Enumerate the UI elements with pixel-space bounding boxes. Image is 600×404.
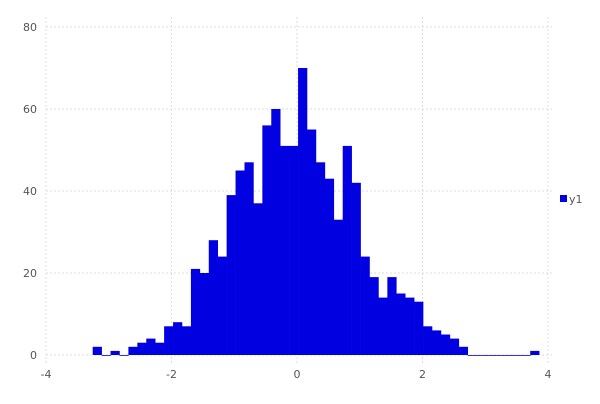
histogram-bar [485, 355, 495, 356]
histogram-bar [110, 350, 120, 355]
bars [92, 68, 540, 356]
histogram-bar [235, 170, 245, 355]
histogram-bar [369, 277, 379, 355]
histogram-bar [414, 301, 424, 355]
histogram-bar [262, 125, 272, 356]
legend-label: y1 [569, 193, 583, 206]
histogram-bar [289, 145, 299, 355]
histogram-bar [342, 145, 352, 355]
legend-swatch [560, 195, 567, 202]
histogram-bar [476, 355, 486, 356]
histogram-bar [128, 346, 138, 355]
histogram-bar [315, 162, 326, 355]
histogram-bar [253, 203, 263, 355]
histogram-bar [423, 326, 433, 355]
histogram-bar [512, 355, 522, 356]
histogram-bar [226, 195, 236, 355]
histogram-bar [199, 273, 210, 355]
histogram-bar [181, 326, 192, 355]
legend[interactable]: y1 [560, 193, 583, 206]
y-tick-label: 60 [23, 103, 37, 116]
x-tick-label: -4 [41, 368, 52, 381]
histogram-bar [360, 256, 370, 355]
histogram-bar [378, 297, 388, 355]
x-tick-label: 2 [419, 368, 426, 381]
histogram-bar [173, 322, 183, 355]
histogram-bar [306, 129, 317, 355]
x-tick-label: 0 [294, 368, 301, 381]
y-axis-ticks: 0 20 40 60 80 [23, 21, 37, 362]
histogram-bar [440, 334, 451, 355]
histogram-bar [146, 338, 156, 355]
histogram-bar [155, 342, 165, 355]
y-tick-label: 40 [23, 185, 37, 198]
histogram-bar [458, 346, 469, 355]
histogram-bar [405, 297, 415, 355]
histogram-bar [467, 355, 477, 356]
histogram-bar [271, 109, 281, 355]
histogram-bar [432, 330, 442, 355]
histogram-bar [530, 350, 540, 355]
histogram-bar [244, 162, 254, 355]
histogram-bar [521, 355, 531, 356]
histogram-bar [333, 219, 344, 355]
histogram-bar [190, 268, 201, 355]
histogram-bar [208, 240, 218, 355]
histogram-bar [351, 182, 361, 355]
histogram-bar [119, 355, 129, 356]
histogram-bar [298, 68, 308, 355]
histogram-bar [396, 293, 406, 355]
histogram-bar [324, 178, 335, 355]
x-tick-label: -2 [166, 368, 177, 381]
histogram-bar [494, 355, 504, 356]
histogram-bar [101, 355, 111, 356]
y-tick-label: 20 [23, 267, 37, 280]
histogram-bar [217, 256, 227, 355]
histogram-bar [137, 342, 147, 355]
x-tick-label: 4 [545, 368, 552, 381]
histogram-bar [280, 145, 290, 355]
x-axis-ticks: -4 -2 0 2 4 [41, 368, 552, 381]
y-tick-label: 80 [23, 21, 37, 34]
histogram-bar [164, 326, 174, 355]
histogram-bar [92, 346, 102, 355]
histogram-bar [503, 355, 513, 356]
histogram-bar [449, 338, 460, 355]
histogram-bar [387, 277, 397, 355]
y-tick-label: 0 [30, 349, 37, 362]
